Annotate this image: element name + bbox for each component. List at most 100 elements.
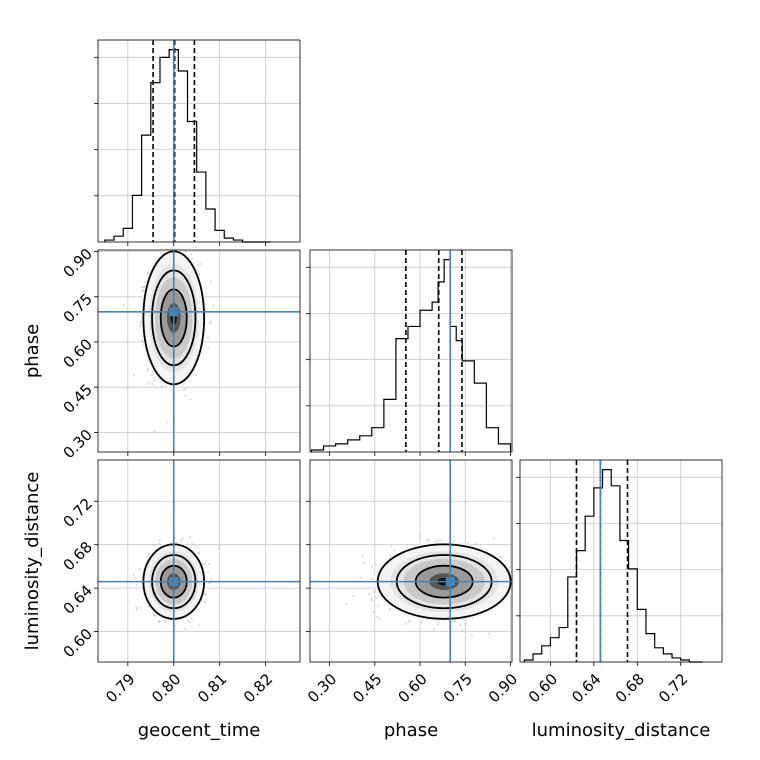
axes-frame xyxy=(309,249,513,453)
sample-point xyxy=(345,603,348,606)
sample-point xyxy=(195,373,198,376)
sample-point xyxy=(183,627,186,630)
sample-point xyxy=(166,421,169,424)
sample-point xyxy=(427,539,430,542)
sample-point xyxy=(389,608,392,611)
axes-background xyxy=(98,40,300,242)
axes-frame xyxy=(97,39,301,243)
sample-point xyxy=(141,290,144,293)
sample-point xyxy=(464,622,467,626)
sample-point xyxy=(152,614,156,617)
sample-point xyxy=(153,544,156,547)
y-tick-label: 0.64 xyxy=(60,581,96,617)
sample-point xyxy=(153,430,156,433)
sample-point xyxy=(151,383,154,386)
panel-geocent_time-vs-phase xyxy=(97,247,301,453)
sample-point xyxy=(135,584,138,587)
sample-point xyxy=(204,593,207,597)
sample-point xyxy=(210,577,213,581)
sample-point xyxy=(362,561,365,564)
x-axis-label: phase xyxy=(384,720,438,741)
sample-point xyxy=(191,542,194,545)
sample-point xyxy=(370,597,373,601)
sample-point xyxy=(375,596,378,599)
sample-point xyxy=(199,262,202,266)
x-tick-label: 0.45 xyxy=(349,670,385,706)
sample-point xyxy=(189,398,192,401)
histogram-luminosity_distance xyxy=(516,459,723,663)
sample-point xyxy=(180,540,183,543)
histogram-step-geocent_time xyxy=(104,49,271,243)
sample-point xyxy=(188,620,191,624)
sample-point xyxy=(437,621,440,624)
sample-point xyxy=(371,578,374,581)
sample-point xyxy=(135,608,139,611)
x-tick-label: 0.79 xyxy=(102,670,138,706)
sample-point xyxy=(418,534,422,538)
sample-point xyxy=(371,599,374,602)
sample-point xyxy=(368,592,371,596)
sample-point xyxy=(470,634,473,637)
sample-point xyxy=(393,549,396,552)
sample-point xyxy=(198,551,201,554)
sample-point xyxy=(189,253,192,256)
x-axis-label: geocent_time xyxy=(138,720,261,741)
x-tick-label: 0.30 xyxy=(304,670,340,706)
sample-point xyxy=(138,324,141,327)
sample-point xyxy=(475,542,478,546)
sample-point xyxy=(145,556,148,559)
sample-point xyxy=(453,535,456,538)
sample-point xyxy=(132,573,136,576)
sample-point xyxy=(147,552,150,555)
truth-marker xyxy=(169,577,179,587)
sample-point xyxy=(154,614,157,617)
sample-point xyxy=(138,568,141,571)
sample-point xyxy=(204,600,207,603)
sample-point xyxy=(372,610,375,613)
sample-point xyxy=(161,385,164,388)
sample-point xyxy=(182,389,185,392)
axes-frame xyxy=(97,249,301,453)
sample-point xyxy=(140,285,143,289)
sample-point xyxy=(436,538,439,541)
sample-point xyxy=(361,555,364,558)
sample-point xyxy=(142,289,145,292)
sample-point xyxy=(139,606,142,610)
sample-point xyxy=(375,563,378,566)
x-tick-label: 0.60 xyxy=(525,670,561,706)
sample-point xyxy=(122,303,125,307)
axes-frame xyxy=(519,459,723,663)
sample-point xyxy=(153,376,156,379)
sample-point xyxy=(433,628,436,631)
sample-point xyxy=(208,321,211,325)
sample-point xyxy=(132,373,135,377)
sample-point xyxy=(134,577,137,580)
sample-point xyxy=(198,624,201,627)
sample-point xyxy=(208,562,211,566)
x-tick-label: 0.80 xyxy=(148,670,184,706)
sample-point xyxy=(209,280,213,283)
y-tick-label: 0.30 xyxy=(60,426,96,462)
sample-point xyxy=(164,620,167,624)
sample-point xyxy=(146,271,149,274)
sample-point xyxy=(147,381,150,384)
sample-point xyxy=(186,620,189,623)
axes-frame xyxy=(309,459,513,663)
y-tick-label: 0.75 xyxy=(60,290,96,326)
sample-point xyxy=(142,286,146,289)
sample-point xyxy=(459,624,462,627)
sample-point xyxy=(146,367,149,371)
x-tick-label: 0.75 xyxy=(440,670,476,706)
panel-geocent_time-vs-luminosity_distance xyxy=(97,459,301,663)
y-tick-label: 0.45 xyxy=(60,380,96,416)
y-axis-label: luminosity_distance xyxy=(22,472,43,651)
sample-point xyxy=(404,622,407,625)
sample-point xyxy=(153,379,156,382)
sample-point xyxy=(408,619,411,622)
sample-point xyxy=(157,620,161,623)
sample-point xyxy=(377,604,380,607)
axes-frame xyxy=(97,459,301,663)
sample-point xyxy=(139,320,142,323)
sample-point xyxy=(435,540,438,543)
